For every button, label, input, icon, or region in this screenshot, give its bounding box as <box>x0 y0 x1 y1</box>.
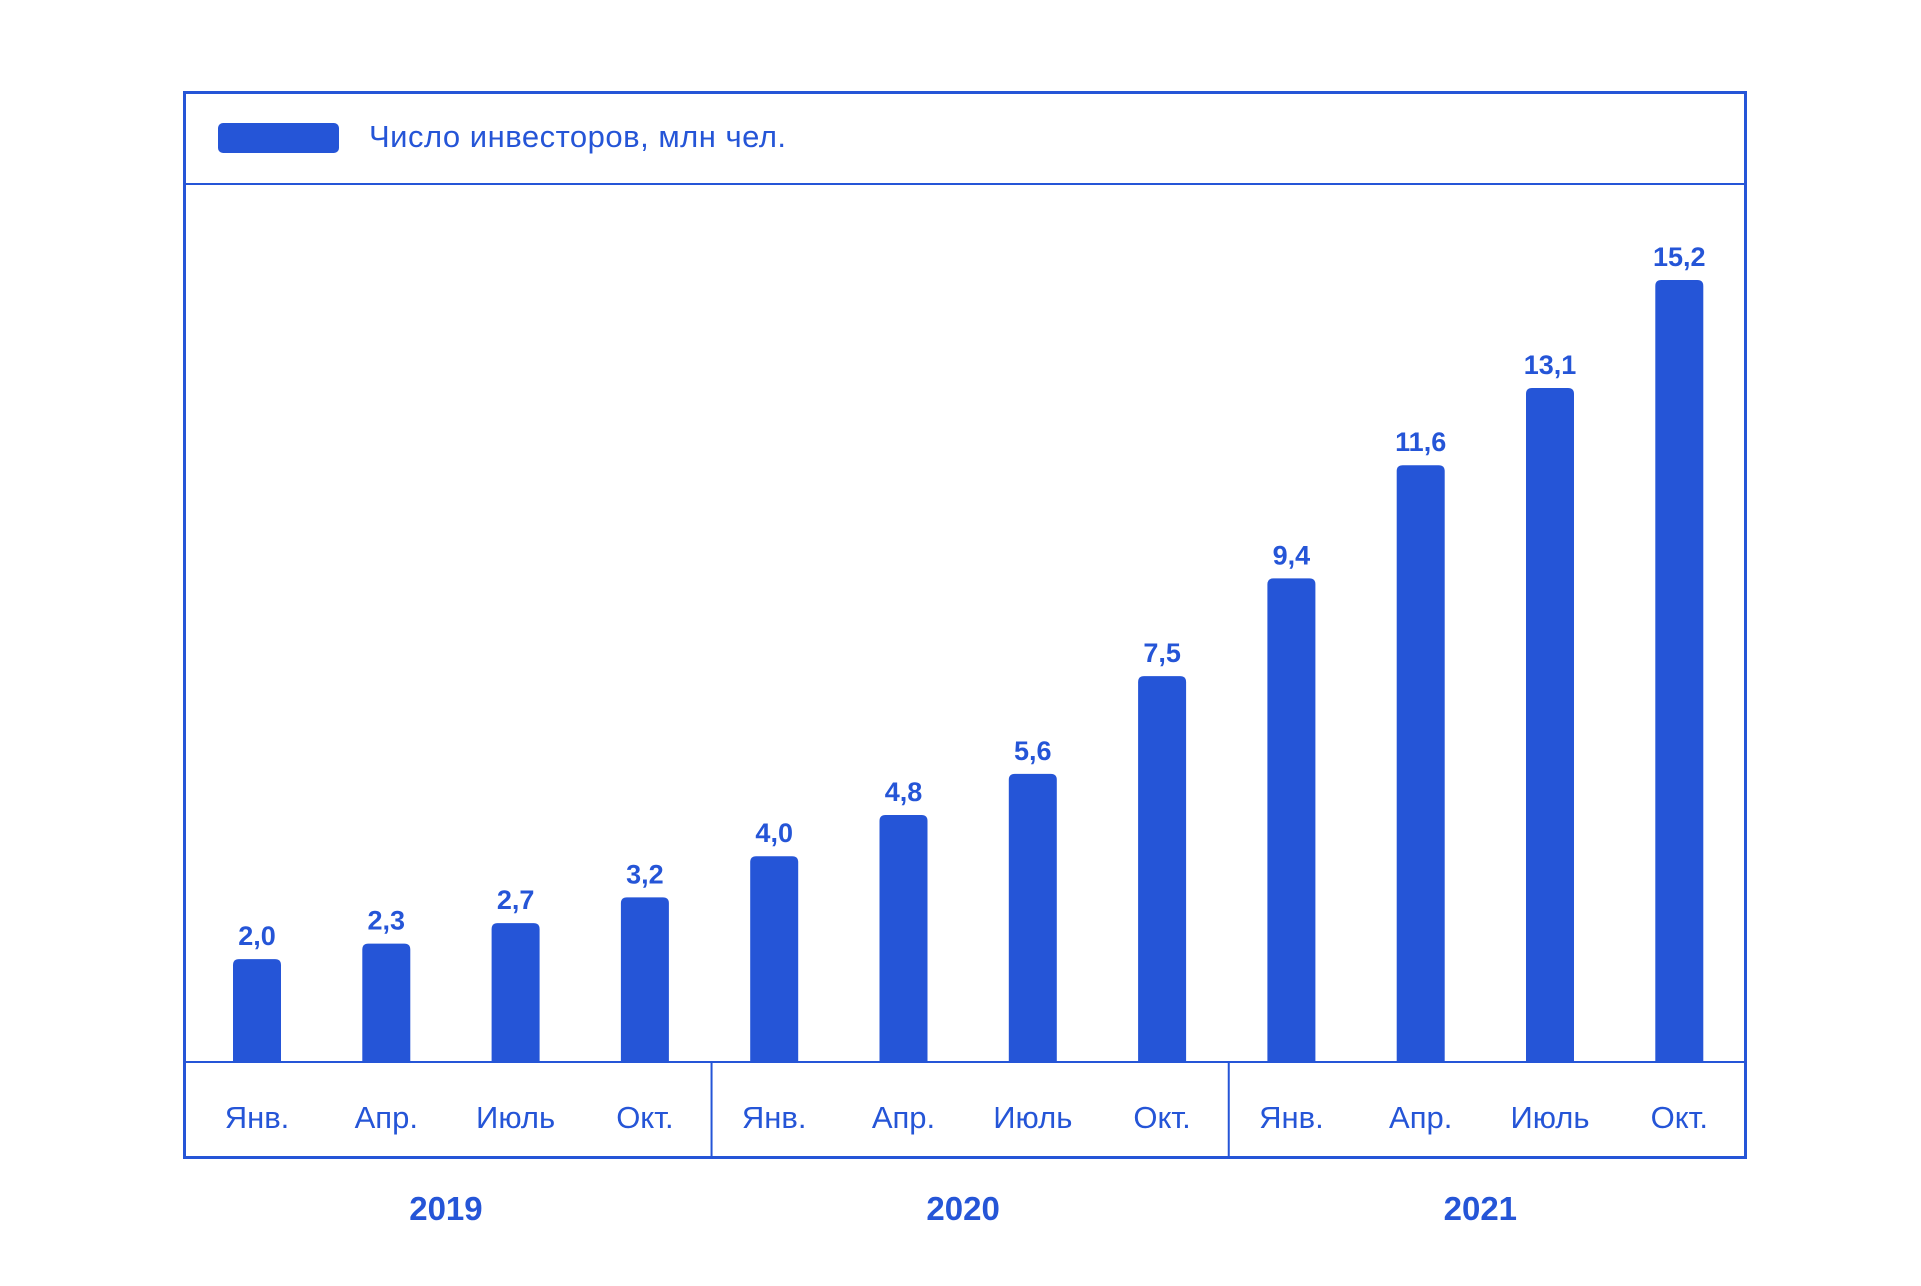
bar-value-label: 9,4 <box>1273 540 1311 570</box>
bar <box>1008 773 1057 1062</box>
x-tick-label: Июль <box>1510 1100 1589 1135</box>
year-label: 2020 <box>926 1190 1000 1227</box>
x-tick-label: Апр. <box>872 1100 935 1135</box>
year-label: 2019 <box>409 1190 483 1227</box>
bar-value-label: 7,5 <box>1143 638 1181 668</box>
x-tick-label: Июль <box>476 1100 555 1135</box>
bar <box>491 923 540 1062</box>
bar-value-label: 2,7 <box>497 885 535 915</box>
bar-value-label: 2,3 <box>368 906 406 936</box>
bar <box>750 856 799 1062</box>
x-tick-label: Окт. <box>616 1100 673 1135</box>
bar-value-label: 13,1 <box>1524 350 1577 380</box>
bar <box>620 897 669 1062</box>
bar-value-label: 5,6 <box>1014 736 1052 766</box>
bar <box>879 815 928 1062</box>
chart-frame: Число инвесторов, млн чел. <box>183 91 1747 1159</box>
bar-value-label: 4,0 <box>755 818 793 848</box>
year-label: 2021 <box>1443 1190 1518 1227</box>
bar-value-label: 3,2 <box>626 859 664 889</box>
bar-value-label: 11,6 <box>1395 427 1446 457</box>
legend-swatch <box>218 123 339 153</box>
legend-label: Число инвесторов, млн чел. <box>369 119 787 154</box>
x-tick-label: Июль <box>993 1100 1072 1135</box>
x-tick-label: Окт. <box>1133 1100 1190 1135</box>
bar <box>1526 388 1574 1063</box>
bar-value-label: 15,2 <box>1653 242 1706 272</box>
x-tick-label: Апр. <box>1389 1100 1452 1135</box>
bar <box>233 959 281 1062</box>
x-tick-label: Янв. <box>225 1100 290 1135</box>
bar <box>1655 280 1704 1062</box>
bar <box>1396 465 1445 1062</box>
bar <box>1138 676 1187 1062</box>
x-tick-label: Янв. <box>1259 1100 1324 1135</box>
x-tick-label: Окт. <box>1651 1100 1708 1135</box>
bar-value-label: 4,8 <box>885 777 923 807</box>
legend: Число инвесторов, млн чел. <box>186 94 1744 185</box>
bar <box>362 943 411 1062</box>
bar <box>1267 578 1316 1062</box>
x-tick-label: Апр. <box>355 1100 418 1135</box>
bar-value-label: 2,0 <box>238 921 276 951</box>
x-tick-label: Янв. <box>742 1100 807 1135</box>
